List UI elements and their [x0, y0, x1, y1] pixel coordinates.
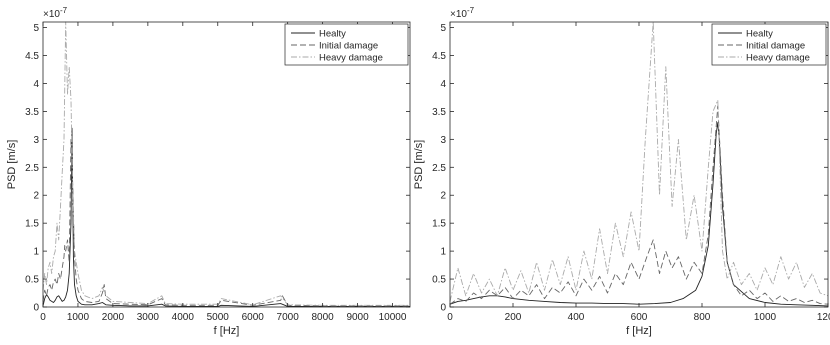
y-tick-label: 3.5: [25, 107, 39, 118]
x-tick-label: 1000: [67, 312, 90, 323]
x-tick-label: 0: [447, 312, 453, 323]
x-axis-label: f [Hz]: [214, 325, 240, 337]
series-line-initial-damage: [449, 105, 829, 305]
x-tick-label: 800: [694, 312, 711, 323]
y-tick-label: 1: [33, 247, 39, 258]
x-tick-label: 10000: [379, 312, 407, 323]
x-tick-label: 1000: [754, 312, 777, 323]
y-tick-label: 3: [440, 135, 446, 146]
y-tick-label: 2: [33, 191, 39, 202]
y-tick-label: 2: [440, 191, 446, 202]
legend-label: Initial damage: [319, 41, 378, 52]
y-tick-label: 1.5: [432, 219, 446, 230]
plot-area: [43, 22, 410, 307]
plot-area: [450, 22, 828, 307]
x-tick-label: 2000: [102, 312, 125, 323]
y-axis-exponent: ×10-7: [43, 6, 68, 20]
x-tick-label: 0: [40, 312, 46, 323]
y-tick-label: 3.5: [432, 107, 446, 118]
legend-box: [711, 23, 827, 66]
legend-label: Healty: [319, 29, 346, 40]
y-tick-label: 1: [440, 247, 446, 258]
x-axis-label: f [Hz]: [626, 325, 652, 337]
legend-label: Healty: [746, 29, 773, 40]
y-tick-label: 4: [440, 79, 446, 90]
x-tick-label: 4000: [172, 312, 195, 323]
x-tick-label: 9000: [346, 312, 369, 323]
legend-label: Heavy damage: [319, 53, 383, 64]
y-axis-exponent: ×10-7: [450, 6, 475, 20]
axes-box: [42, 21, 411, 308]
y-tick-label: 5: [440, 23, 446, 34]
legend-label: Heavy damage: [746, 53, 810, 64]
y-tick-label: 5: [33, 23, 39, 34]
legend-label: Initial damage: [746, 41, 805, 52]
y-tick-label: 0.5: [432, 275, 446, 286]
y-tick-label: 0: [440, 303, 446, 314]
y-tick-label: 2.5: [25, 163, 39, 174]
x-tick-label: 200: [505, 312, 522, 323]
y-tick-label: 4: [33, 79, 39, 90]
x-tick-label: 7000: [277, 312, 300, 323]
left-chart-panel: 0 1000 2000 3000 4000 5000 6000 7000 8000 9000 100…: [6, 6, 411, 337]
series-line-initial-damage: [42, 138, 410, 307]
x-tick-label: 3000: [137, 312, 160, 323]
x-tick-label: 8000: [311, 312, 334, 323]
y-tick-label: 1.5: [25, 219, 39, 230]
y-tick-label: 4.5: [25, 51, 39, 62]
y-tick-label: 0.5: [25, 275, 39, 286]
x-tick-label: 600: [631, 312, 648, 323]
x-tick-label: 400: [568, 312, 585, 323]
y-tick-label: 2.5: [432, 163, 446, 174]
y-tick-label: 3: [33, 135, 39, 146]
series-line-heavy-damage: [449, 21, 829, 302]
series-line-healty: [42, 127, 410, 307]
y-axis-label: PSD [m/s]: [413, 140, 425, 190]
y-tick-label: 4.5: [432, 51, 446, 62]
series-line-healty: [449, 122, 829, 307]
x-tick-label: 5000: [207, 312, 230, 323]
series-line-heavy-damage: [42, 21, 410, 306]
y-axis-label: PSD [m/s]: [6, 140, 18, 190]
y-tick-label: 0: [33, 303, 39, 314]
x-tick-label: 6000: [242, 312, 265, 323]
